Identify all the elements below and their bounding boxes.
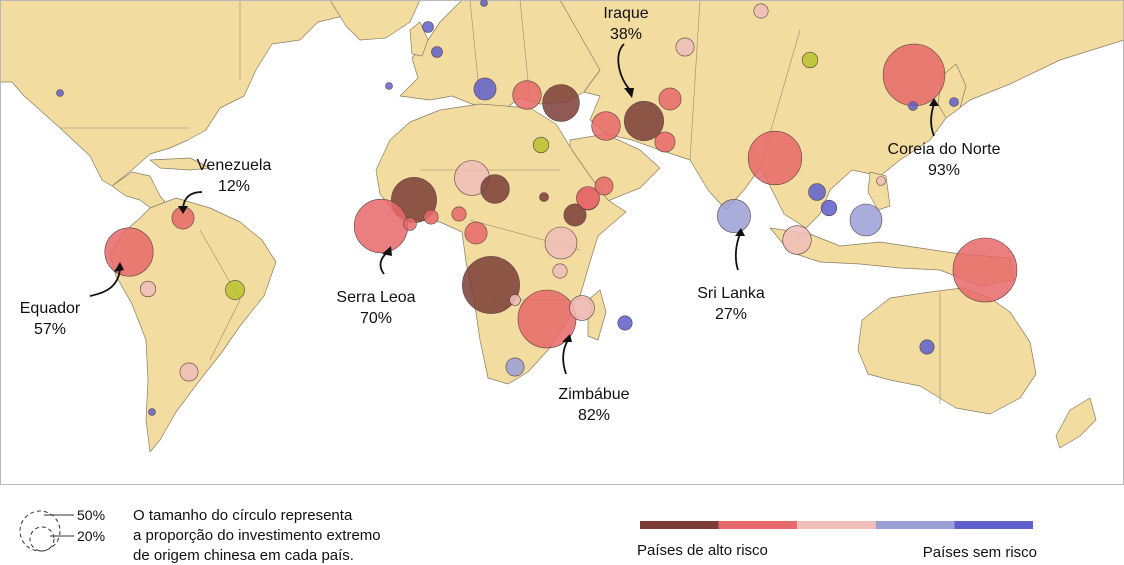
callout-serra-leoa-name: Serra Leoa: [336, 289, 415, 306]
bubble-borneo: [849, 203, 883, 237]
callout-sri-lanka-name: Sri Lanka: [697, 285, 765, 302]
size-legend-text-line-1: O tamanho do círculo representa: [133, 507, 353, 524]
risk-color-scale: [640, 521, 1033, 529]
bubble-norway: [422, 21, 434, 33]
bubble-syria: [658, 87, 682, 111]
bubble-oman: [594, 176, 614, 196]
callout-equador-name: Equador: [20, 300, 81, 317]
bubble-laos: [808, 183, 826, 201]
arrow-sri-lanka: [734, 233, 741, 271]
greenland: [329, 0, 421, 41]
bubble-australia: [919, 339, 935, 355]
callout-serra-leoa-pct: 70%: [360, 310, 392, 327]
callout-iraque-pct: 38%: [610, 26, 642, 43]
callout-labels: Venezuela 12% Equador 57% Serra Leoa 70%…: [20, 5, 1001, 424]
bubble-brazil: [225, 280, 245, 300]
bubble-ecuador: [104, 227, 154, 277]
new-zealand: [1055, 397, 1097, 449]
size-legend-text-line-2: a proporção do investimento extremo: [133, 527, 381, 544]
bubble-turkey: [542, 84, 580, 122]
arrow-venezuela: [182, 191, 203, 209]
bubble-drc: [462, 256, 520, 314]
callout-equador-pct: 57%: [34, 321, 66, 338]
callout-venezuela-name: Venezuela: [197, 157, 272, 174]
bubble-bolivia-paraguay: [179, 362, 199, 382]
arrow-iraque: [617, 43, 631, 91]
arrow-equador: [89, 269, 121, 297]
size-legend-text-line-3: de origem chinesa em cada país.: [133, 547, 354, 564]
bubble-sierra-leone: [353, 198, 409, 254]
size-legend-small-circle: [29, 526, 55, 552]
bubble-uk: [431, 46, 443, 58]
callout-iraque-name: Iraque: [603, 5, 648, 22]
bubble-nigeria: [451, 206, 467, 222]
callout-zimbabue-name: Zimbábue: [558, 386, 629, 403]
bubble-greece: [512, 80, 542, 110]
bubble-cameroon: [464, 221, 488, 245]
risk-scale-swatch-no-risk: [954, 521, 1033, 529]
bubble-ghana: [423, 209, 439, 225]
bubble-madagascar: [617, 315, 633, 331]
bubble-egypt: [532, 136, 550, 154]
bubble-vietnam: [820, 199, 838, 217]
risk-scale-swatch-elevated: [718, 521, 798, 529]
callout-venezuela-pct: 12%: [218, 178, 250, 195]
bubble-iraq: [623, 101, 664, 142]
bubble-pakistan: [654, 131, 676, 153]
bubble-liberia: [403, 217, 417, 231]
risk-scale-swatch-high-risk: [640, 521, 719, 529]
bubble-eritrea: [576, 186, 600, 210]
callout-arrowheads: [114, 88, 939, 342]
bubble-iran: [591, 111, 621, 141]
risk-scale-swatch-moderate: [797, 521, 876, 529]
bubble-ukraine: [675, 37, 695, 57]
bubble-finland: [480, 0, 488, 7]
bubble-peru: [139, 280, 157, 298]
size-legend-large-circle: [19, 510, 61, 552]
bubble-north-korea: [882, 43, 946, 107]
bubble-uganda: [552, 263, 568, 279]
bubbles-layer: [56, 0, 1018, 416]
legend: 50% 20% O tamanho do círculo representa …: [19, 507, 1037, 564]
bubble-mongolia: [801, 51, 819, 69]
bubble-sri-lanka: [717, 199, 751, 233]
callout-zimbabue-pct: 82%: [578, 407, 610, 424]
risk-scale-left-label: Países de alto risco: [637, 542, 768, 559]
bubble-portugal: [385, 82, 393, 90]
arrow-zimbabue: [562, 339, 569, 375]
bubble-philippines-north: [876, 176, 886, 186]
australia: [857, 287, 1037, 415]
bubble-japan: [949, 97, 959, 107]
callout-coreia-do-norte-pct: 93%: [928, 162, 960, 179]
bubble-sudan: [539, 192, 549, 202]
callout-arrows: [89, 43, 935, 375]
bubble-papua-new-guinea: [952, 237, 1018, 303]
bubble-korea-south: [908, 101, 918, 111]
size-legend-large-label: 50%: [77, 507, 105, 523]
bubble-zambia: [509, 294, 521, 306]
north-america: [0, 0, 361, 187]
size-legend-text: O tamanho do círculo representa a propor…: [133, 507, 381, 564]
caribbean: [149, 157, 211, 171]
bubble-usa: [56, 89, 64, 97]
bubble-india-bangladesh: [747, 130, 803, 186]
callout-sri-lanka-pct: 27%: [715, 306, 747, 323]
bubble-niger: [480, 174, 510, 204]
bubble-italy: [473, 77, 497, 101]
callout-coreia-do-norte-name: Coreia do Norte: [888, 141, 1001, 158]
world-map: Venezuela 12% Equador 57% Serra Leoa 70%…: [0, 0, 1124, 485]
bubble-argentina: [148, 408, 156, 416]
bubble-russia-west: [753, 3, 769, 19]
risk-scale-right-label: Países sem risco: [923, 544, 1037, 561]
bubble-kenya-tanzania: [544, 226, 578, 260]
arrow-coreia-do-norte: [930, 103, 935, 137]
size-legend: 50% 20%: [19, 507, 105, 552]
bubble-ethiopia: [563, 203, 587, 227]
bubble-mozambique: [569, 295, 595, 321]
risk-scale-swatch-low: [875, 521, 955, 529]
bubble-south-africa: [505, 357, 525, 377]
bubble-malaysia: [782, 225, 812, 255]
size-legend-small-label: 20%: [77, 528, 105, 544]
